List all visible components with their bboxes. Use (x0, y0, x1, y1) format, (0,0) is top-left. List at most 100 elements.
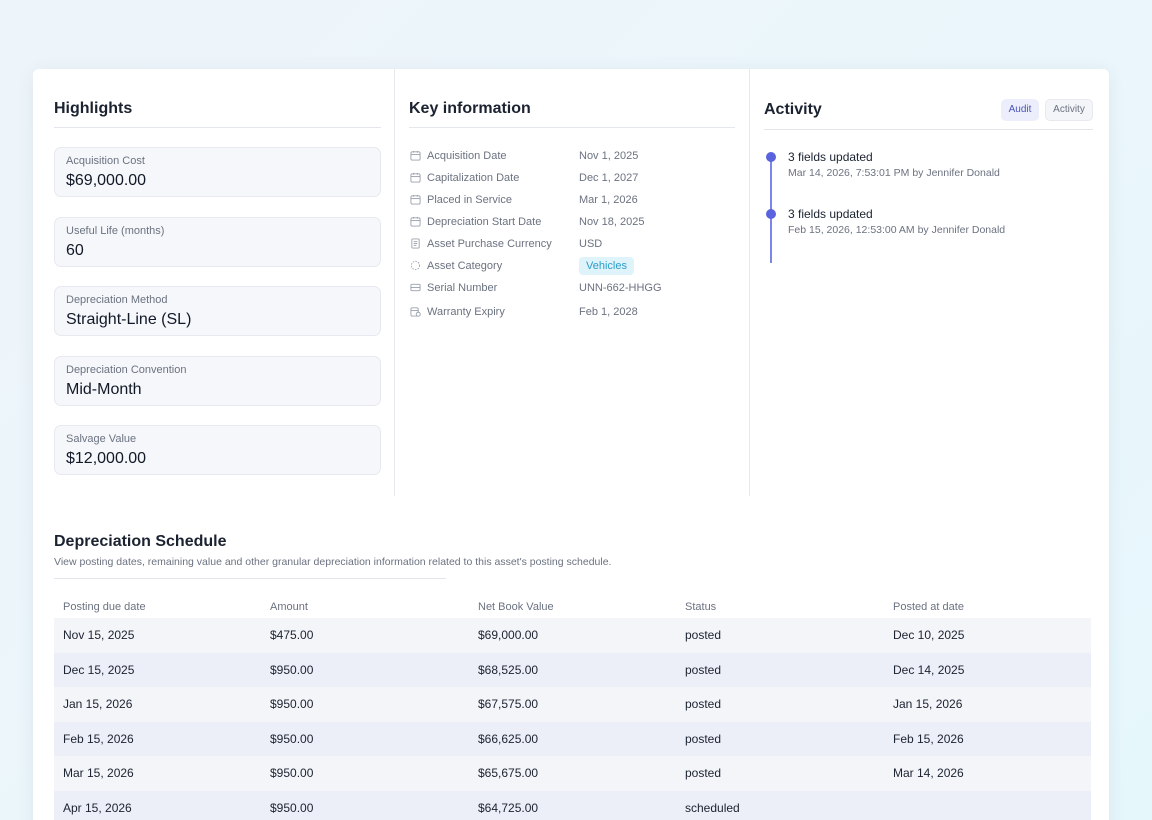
column-header-amount[interactable]: Amount (270, 601, 308, 613)
activity-event-title: 3 fields updated (788, 150, 873, 164)
key-info-purchase-currency: Asset Purchase Currency USD (410, 236, 740, 254)
cell-status: posted (685, 766, 722, 780)
key-info-warranty-expiry: Warranty Expiry Feb 1, 2028 (410, 304, 740, 322)
column-header-posted-at-date[interactable]: Posted at date (893, 601, 964, 613)
cell-net-book-value: $65,675.00 (478, 766, 539, 780)
key-info-value: UNN-662-HHGG (579, 282, 662, 294)
cell-net-book-value: $66,625.00 (478, 731, 539, 746)
key-info-placed-in-service: Placed in Service Mar 1, 2026 (410, 192, 740, 210)
cell-status: posted (685, 662, 722, 677)
key-info-capitalization-date: Capitalization Date Dec 1, 2027 (410, 170, 740, 188)
cell-posting-due-date: Jan 15, 2026 (63, 697, 133, 711)
cell-net-book-value: $68,525.00 (478, 662, 539, 677)
cell-posted-at-date: Jan 15, 2026 (893, 697, 963, 711)
key-info-label: Depreciation Start Date (427, 216, 542, 228)
calendar-icon (410, 150, 421, 161)
key-info-label: Warranty Expiry (427, 306, 505, 318)
cell-net-book-value: $69,000.00 (478, 628, 539, 642)
cell-posting-due-date: Feb 15, 2026 (63, 731, 134, 746)
calendar-icon (410, 216, 421, 227)
activity-divider (764, 129, 1093, 130)
highlight-depreciation-method: Depreciation Method Straight-Line (SL) (54, 286, 381, 336)
cell-net-book-value: $64,725.00 (478, 800, 539, 815)
highlight-value: Straight-Line (SL) (66, 311, 192, 328)
key-info-label: Asset Purchase Currency (427, 238, 552, 250)
activity-event-title: 3 fields updated (788, 207, 873, 221)
key-info-value: USD (579, 238, 603, 250)
cell-posted-at-date: Dec 10, 2025 (893, 628, 965, 642)
dashed-circle-icon (410, 260, 421, 271)
table-row[interactable]: Mar 15, 2026 $950.00 $65,675.00 posted M… (54, 756, 1091, 791)
table-row[interactable]: Feb 15, 2026 $950.00 $66,625.00 posted F… (54, 721, 1091, 756)
key-info-value: Dec 1, 2027 (579, 172, 639, 184)
key-info-label: Serial Number (427, 282, 498, 294)
table-row[interactable]: Nov 15, 2025 $475.00 $69,000.00 posted D… (54, 618, 1091, 653)
cell-posting-due-date: Dec 15, 2025 (63, 662, 135, 677)
cell-amount: $950.00 (270, 766, 314, 780)
key-info-label: Capitalization Date (427, 172, 520, 184)
column-header-posting-due-date[interactable]: Posting due date (63, 601, 146, 613)
timeline-dot (766, 152, 776, 162)
cell-status: posted (685, 697, 722, 711)
cell-posted-at-date: Feb 15, 2026 (893, 731, 964, 746)
depreciation-schedule-subtitle: View posting dates, remaining value and … (54, 556, 612, 568)
highlight-label: Salvage Value (66, 433, 137, 445)
depreciation-schedule-table: Posting due date Amount Net Book Value S… (54, 598, 1091, 820)
cell-posting-due-date: Nov 15, 2025 (63, 628, 135, 642)
cell-posted-at-date: Mar 14, 2026 (893, 766, 964, 780)
key-information-title: Key information (409, 100, 531, 117)
highlight-depreciation-convention: Depreciation Convention Mid-Month (54, 356, 381, 406)
cell-amount: $950.00 (270, 731, 314, 746)
key-info-value: Nov 18, 2025 (579, 216, 645, 228)
key-info-value: Nov 1, 2025 (579, 150, 639, 162)
table-row[interactable]: Apr 15, 2026 $950.00 $64,725.00 schedule… (54, 790, 1091, 820)
key-info-label: Asset Category (427, 260, 503, 272)
cell-posting-due-date: Apr 15, 2026 (63, 800, 132, 815)
highlight-value: $12,000.00 (66, 450, 147, 467)
highlights-panel: Highlights Acquisition Cost $69,000.00 U… (33, 69, 395, 496)
key-information-panel: Key information Acquisition Date Nov 1, … (395, 69, 750, 496)
calendar-icon (410, 172, 421, 183)
highlight-value: 60 (66, 242, 84, 259)
timeline-dot (766, 209, 776, 219)
cell-net-book-value: $67,575.00 (478, 697, 539, 711)
depreciation-schedule-title: Depreciation Schedule (54, 533, 227, 550)
column-header-net-book-value[interactable]: Net Book Value (478, 601, 554, 613)
key-info-value: Mar 1, 2026 (579, 194, 638, 206)
highlight-useful-life: Useful Life (months) 60 (54, 217, 381, 267)
highlight-label: Useful Life (months) (66, 225, 165, 237)
activity-event-meta: Mar 14, 2026, 7:53:01 PM by Jennifer Don… (788, 167, 1000, 179)
table-row[interactable]: Jan 15, 2026 $950.00 $67,575.00 posted J… (54, 687, 1091, 722)
cell-posting-due-date: Mar 15, 2026 (63, 766, 134, 780)
column-header-status[interactable]: Status (685, 601, 717, 613)
highlight-label: Depreciation Method (66, 294, 168, 306)
activity-panel: Activity Audit Activity 3 fields updated… (750, 69, 1109, 496)
cell-posted-at-date: Dec 14, 2025 (893, 662, 965, 677)
tab-activity[interactable]: Activity (1045, 99, 1093, 121)
highlight-acquisition-cost: Acquisition Cost $69,000.00 (54, 147, 381, 197)
highlight-label: Depreciation Convention (66, 364, 187, 376)
key-info-asset-category: Asset Category Vehicles (410, 257, 740, 276)
table-row[interactable]: Dec 15, 2025 $950.00 $68,525.00 posted D… (54, 652, 1091, 687)
cell-status: posted (685, 731, 722, 746)
cell-amount: $475.00 (270, 628, 314, 642)
asset-detail-card: Highlights Acquisition Cost $69,000.00 U… (33, 69, 1109, 820)
document-icon (410, 238, 421, 249)
cell-amount: $950.00 (270, 697, 314, 711)
calendar-icon (410, 194, 421, 205)
highlight-value: $69,000.00 (66, 172, 147, 189)
highlight-label: Acquisition Cost (66, 155, 145, 167)
asset-category-chip[interactable]: Vehicles (579, 257, 634, 275)
key-info-label: Placed in Service (427, 194, 512, 206)
highlight-salvage-value: Salvage Value $12,000.00 (54, 425, 381, 475)
cell-status: scheduled (685, 800, 740, 815)
tab-audit[interactable]: Audit (1001, 99, 1039, 121)
table-header: Posting due date Amount Net Book Value S… (54, 598, 1091, 618)
highlights-divider (54, 127, 381, 128)
cell-status: posted (685, 628, 722, 642)
key-info-value: Feb 1, 2028 (579, 306, 638, 318)
key-info-acquisition-date: Acquisition Date Nov 1, 2025 (410, 148, 740, 166)
activity-title: Activity (764, 101, 822, 118)
key-info-depreciation-start-date: Depreciation Start Date Nov 18, 2025 (410, 214, 740, 232)
key-info-serial-number: Serial Number UNN-662-HHGG (410, 280, 740, 298)
